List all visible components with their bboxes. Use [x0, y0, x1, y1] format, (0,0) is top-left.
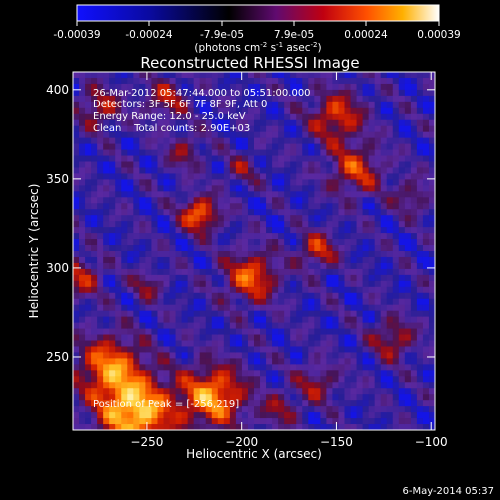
footer-date: 6-May-2014 05:37 [402, 486, 494, 497]
colorbar-tick-label: 0.00039 [417, 29, 460, 41]
colorbar-tick-label: -0.00039 [53, 29, 100, 41]
colorbar-tick-label: -0.00024 [125, 29, 173, 41]
info-time-range: 26-Mar-2012 05:47:44.000 to 05:51:00.000 [93, 88, 311, 99]
y-axis-label: Heliocentric Y (arcsec) [27, 184, 41, 319]
x-tick-label: −150 [320, 435, 353, 449]
y-tick-label: 400 [46, 83, 69, 97]
colorbar-units: (photons cm-2 s-1 asec-2) [194, 41, 321, 54]
colorbar-ticks [76, 21, 440, 26]
x-axis-label: Heliocentric X (arcsec) [186, 447, 322, 461]
colorbar-tick-label: -7.9e-05 [200, 29, 244, 41]
info-energy: Energy Range: 12.0 - 25.0 keV [93, 111, 246, 122]
y-axis-ticks: 250 300 350 400 [46, 83, 435, 364]
plot-title: Reconstructed RHESSI Image [140, 54, 359, 72]
info-block: 26-Mar-2012 05:47:44.000 to 05:51:00.000… [93, 88, 311, 134]
colorbar-tick-label: 0.00024 [344, 29, 388, 41]
info-detectors: Detectors: 3F 5F 6F 7F 8F 9F, Att 0 [93, 99, 267, 110]
x-tick-label: −200 [225, 435, 258, 449]
info-clean: Clean Total counts: 2.90E+03 [93, 123, 250, 134]
heatmap-image [73, 72, 435, 430]
x-axis-ticks: −250 −200 −150 −100 [130, 72, 448, 449]
y-tick-label: 250 [46, 350, 69, 364]
x-tick-label: −100 [415, 435, 448, 449]
peak-position: Position of Peak = [-256,219] [93, 399, 239, 410]
plot-frame [72, 71, 436, 431]
colorbar-tick-label: 7.9e-05 [274, 29, 314, 41]
y-tick-label: 350 [46, 172, 69, 186]
y-tick-label: 300 [46, 261, 69, 275]
x-tick-label: −250 [130, 435, 163, 449]
colorbar [76, 4, 440, 22]
